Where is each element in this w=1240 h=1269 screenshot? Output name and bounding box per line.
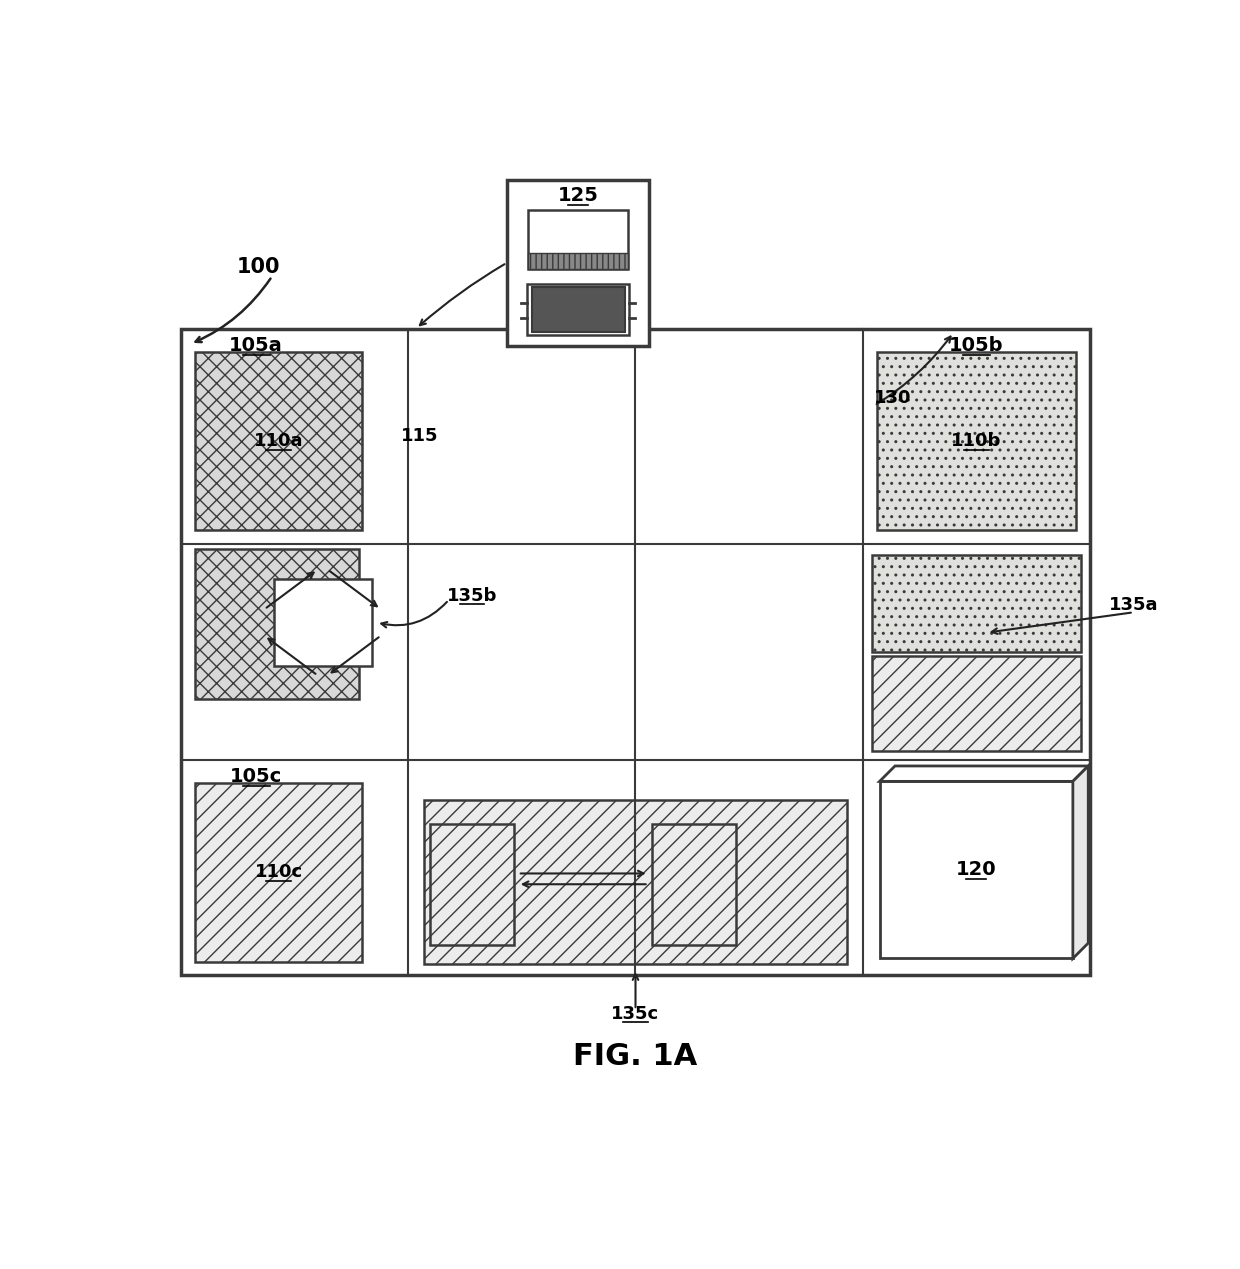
Bar [430, 824, 513, 944]
Text: 105c: 105c [231, 768, 283, 787]
Text: 120: 120 [956, 860, 997, 879]
Bar [877, 352, 1076, 530]
Bar [872, 656, 1080, 750]
Text: 135c: 135c [611, 1005, 660, 1023]
Bar [424, 799, 847, 964]
Text: 105b: 105b [949, 336, 1003, 355]
Text: 110a: 110a [254, 431, 304, 450]
Polygon shape [879, 766, 1089, 782]
Text: 125: 125 [558, 185, 599, 204]
Bar [652, 824, 737, 944]
Text: 135b: 135b [446, 588, 497, 605]
Polygon shape [1073, 766, 1089, 958]
Bar [195, 783, 362, 962]
Bar [527, 284, 630, 335]
Text: 115: 115 [402, 428, 439, 445]
Text: 105a: 105a [229, 336, 283, 355]
Bar [528, 209, 627, 269]
Text: FIG. 1A: FIG. 1A [573, 1042, 698, 1071]
Text: 135a: 135a [1109, 595, 1158, 614]
Text: 130: 130 [874, 388, 911, 407]
Bar [195, 548, 358, 699]
Text: 100: 100 [237, 258, 280, 277]
Bar [532, 287, 625, 331]
Text: 110b: 110b [951, 431, 1002, 450]
Bar [274, 579, 372, 666]
Bar [879, 782, 1073, 958]
Bar [507, 180, 650, 345]
Text: 110c: 110c [254, 863, 303, 881]
Bar [181, 329, 1090, 976]
Bar [872, 555, 1080, 652]
Bar [528, 253, 627, 269]
Bar [195, 352, 362, 530]
